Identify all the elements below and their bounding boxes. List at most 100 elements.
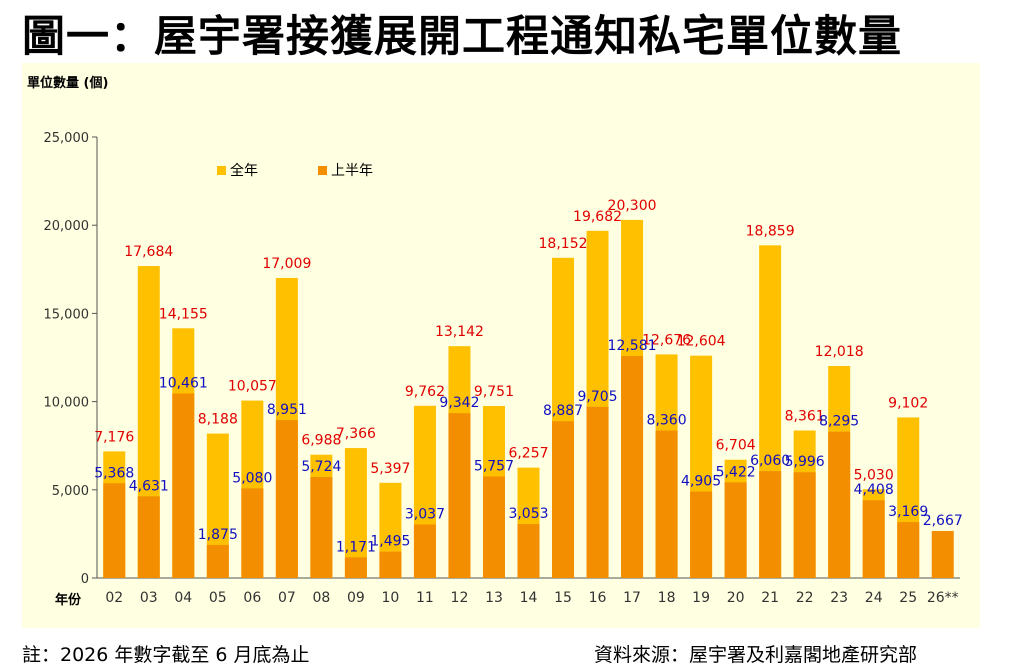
data-label-first-half: 8,360 — [647, 413, 687, 429]
x-tick-label: 24 — [865, 590, 883, 606]
data-label-full-year: 7,176 — [94, 429, 134, 445]
bar-first-half — [690, 491, 713, 578]
data-label-first-half: 8,887 — [543, 403, 583, 419]
bar-first-half — [206, 544, 229, 578]
bar-first-half — [344, 557, 367, 578]
data-label-full-year: 8,188 — [198, 412, 238, 428]
axes: 單位數量 (個) 年份 0 5,000 10,000 15,000 20,000 25,000… — [27, 75, 960, 608]
x-tick-label: 03 — [140, 590, 158, 606]
data-label-full-year: 18,152 — [539, 236, 588, 252]
x-tick-label: 02 — [105, 590, 123, 606]
bar-first-half — [310, 477, 333, 578]
y-tick-label: 15,000 — [44, 307, 90, 322]
bar-first-half — [931, 530, 954, 578]
data-label-full-year: 9,751 — [474, 384, 514, 400]
chart: 單位數量 (個) 年份 0 5,000 10,000 15,000 20,000 25,000… — [27, 75, 963, 608]
x-tick-label: 07 — [278, 590, 296, 606]
bar-first-half — [862, 500, 885, 578]
data-label-first-half: 8,295 — [819, 414, 859, 430]
x-tick-label: 16 — [589, 590, 607, 606]
data-label-first-half: 12,581 — [608, 338, 657, 354]
data-label-first-half: 5,368 — [94, 465, 134, 481]
chart-panel: 單位數量 (個) 年份 0 5,000 10,000 15,000 20,000 25,000… — [22, 63, 980, 628]
x-tick-label: 06 — [243, 590, 261, 606]
data-label-first-half: 6,060 — [750, 453, 790, 469]
data-label-full-year: 20,300 — [608, 198, 657, 214]
first-half-bars — [103, 356, 954, 578]
x-tick-label: 08 — [312, 590, 330, 606]
data-label-first-half: 5,996 — [785, 454, 825, 470]
y-tick-label: 25,000 — [44, 131, 90, 146]
legend: 全年 上半年 — [217, 162, 373, 179]
bar-full-year — [344, 448, 367, 578]
bar-first-half — [828, 431, 851, 578]
data-label-full-year: 18,859 — [746, 223, 795, 239]
x-tick-label: 18 — [658, 590, 676, 606]
data-label-first-half: 4,905 — [681, 473, 721, 489]
x-tick-label: 14 — [520, 590, 538, 606]
bar-first-half — [241, 488, 264, 578]
data-label-first-half: 5,080 — [232, 470, 272, 486]
bar-first-half — [897, 522, 920, 578]
page-title: 圖一：屋宇署接獲展開工程通知私宅單位數量 — [22, 12, 902, 62]
x-tick-label: 26** — [927, 590, 959, 606]
data-label-full-year: 19,682 — [573, 209, 622, 225]
data-label-full-year: 17,684 — [124, 244, 173, 260]
data-label-full-year: 12,018 — [815, 344, 864, 360]
x-tick-label: 21 — [761, 590, 779, 606]
data-label-full-year: 13,142 — [435, 324, 484, 340]
legend-swatch-full-year — [217, 166, 226, 175]
data-label-full-year: 10,057 — [228, 379, 277, 395]
data-label-first-half: 10,461 — [159, 375, 208, 391]
bar-first-half — [379, 551, 402, 578]
bar-first-half — [172, 393, 195, 578]
x-tick-label: 13 — [485, 590, 503, 606]
x-tick-label: 11 — [416, 590, 434, 606]
bar-first-half — [621, 356, 644, 578]
x-tick-label: 15 — [554, 590, 572, 606]
bar-first-half — [552, 421, 575, 578]
bar-first-half — [103, 483, 126, 578]
bar-first-half — [586, 406, 609, 578]
data-label-first-half: 9,342 — [439, 395, 479, 411]
data-label-first-half: 3,037 — [405, 506, 445, 522]
data-label-first-half: 1,495 — [370, 534, 410, 550]
data-label-first-half: 4,408 — [854, 482, 894, 498]
x-tick-label: 17 — [623, 590, 641, 606]
data-label-full-year: 8,361 — [785, 409, 825, 425]
legend-swatch-first-half — [318, 166, 327, 175]
data-label-first-half: 4,631 — [129, 478, 169, 494]
y-tick-label: 10,000 — [44, 396, 90, 411]
data-label-first-half: 3,169 — [888, 504, 928, 520]
bar-first-half — [759, 471, 782, 578]
data-label-full-year: 6,257 — [508, 446, 548, 462]
data-label-first-half: 5,724 — [301, 459, 341, 475]
legend-label-full-year: 全年 — [230, 162, 258, 179]
data-label-first-half: 8,951 — [267, 402, 307, 418]
data-label-full-year: 6,704 — [716, 438, 756, 454]
data-label-first-half: 1,875 — [198, 527, 238, 543]
data-label-full-year: 9,762 — [405, 384, 445, 400]
x-tick-label: 05 — [209, 590, 227, 606]
y-tick-label: 0 — [81, 572, 89, 587]
bar-full-year — [206, 433, 229, 578]
data-label-full-year: 9,102 — [888, 395, 928, 411]
x-tick-label: 12 — [451, 590, 469, 606]
bar-first-half — [413, 524, 436, 578]
source-note: 資料來源：屋宇署及利嘉閣地產研究部 — [594, 644, 918, 666]
x-tick-label: 23 — [830, 590, 848, 606]
data-label-first-half: 5,757 — [474, 458, 514, 474]
bar-first-half — [517, 524, 540, 578]
bar-first-half — [482, 476, 505, 578]
bar-first-half — [724, 482, 747, 578]
data-label-full-year: 7,366 — [336, 426, 376, 442]
data-label-first-half: 5,422 — [716, 464, 756, 480]
data-label-full-year: 12,676 — [642, 332, 691, 348]
data-label-full-year: 6,988 — [301, 433, 341, 449]
full-year-labels: 7,176 17,684 14,155 8,188 10,057 17,009 6,9887… — [94, 198, 928, 483]
data-label-full-year: 5,397 — [370, 461, 410, 477]
data-label-full-year: 17,009 — [262, 256, 311, 272]
data-label-first-half: 9,705 — [577, 389, 617, 405]
x-tick-label: 22 — [796, 590, 814, 606]
